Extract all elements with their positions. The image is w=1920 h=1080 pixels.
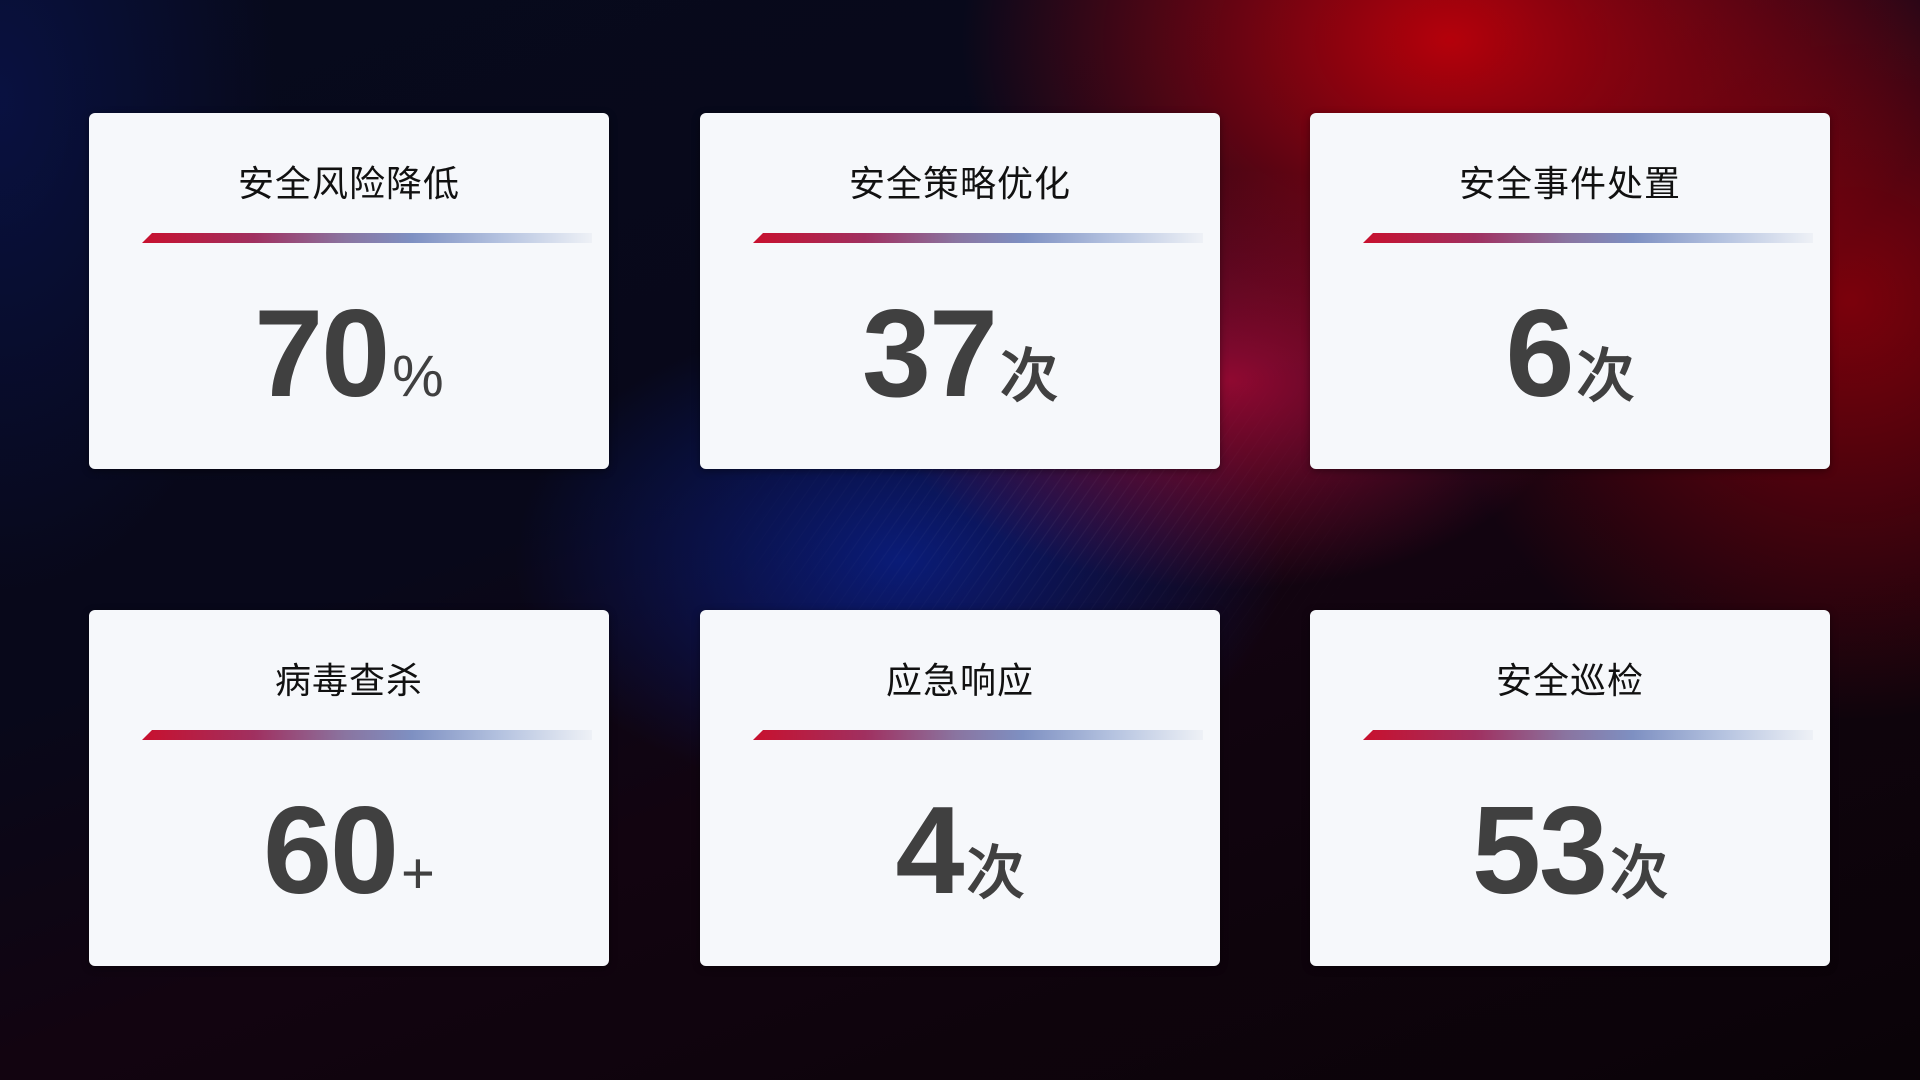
stat-card: 病毒查杀 60+: [89, 610, 609, 966]
gradient-divider: [1363, 233, 1813, 243]
stat-card: 应急响应 4次: [700, 610, 1220, 966]
stat-card: 安全巡检 53次: [1310, 610, 1830, 966]
stat-number: 37: [862, 285, 998, 423]
stat-value: 37次: [700, 283, 1220, 425]
gradient-divider: [753, 233, 1203, 243]
stat-number: 6: [1505, 285, 1575, 423]
stat-unit: 次: [966, 839, 1025, 907]
stat-number: 60: [263, 782, 399, 920]
stat-unit: 次: [999, 342, 1058, 410]
stat-unit: %: [392, 344, 444, 409]
stat-value: 6次: [1310, 283, 1830, 425]
stat-card: 安全风险降低 70%: [89, 113, 609, 469]
gradient-divider: [142, 233, 592, 243]
stat-card: 安全事件处置 6次: [1310, 113, 1830, 469]
gradient-divider: [142, 730, 592, 740]
stat-title: 应急响应: [885, 661, 1034, 702]
stat-title: 安全策略优化: [848, 164, 1071, 205]
stat-title: 安全巡检: [1495, 661, 1644, 702]
stat-unit: 次: [1576, 342, 1635, 410]
stat-title: 病毒查杀: [274, 661, 423, 702]
gradient-divider: [1363, 730, 1813, 740]
stat-value: 70%: [89, 283, 609, 425]
stat-value: 53次: [1310, 780, 1830, 922]
stat-title: 安全风险降低: [237, 164, 460, 205]
stat-card: 安全策略优化 37次: [700, 113, 1220, 469]
stat-unit: 次: [1609, 839, 1668, 907]
stat-number: 70: [254, 285, 390, 423]
stat-number: 53: [1472, 782, 1608, 920]
stat-unit: +: [401, 841, 435, 906]
stat-value: 4次: [700, 780, 1220, 922]
stat-value: 60+: [89, 780, 609, 922]
gradient-divider: [753, 730, 1203, 740]
stat-number: 4: [895, 782, 965, 920]
stat-title: 安全事件处置: [1458, 164, 1681, 205]
